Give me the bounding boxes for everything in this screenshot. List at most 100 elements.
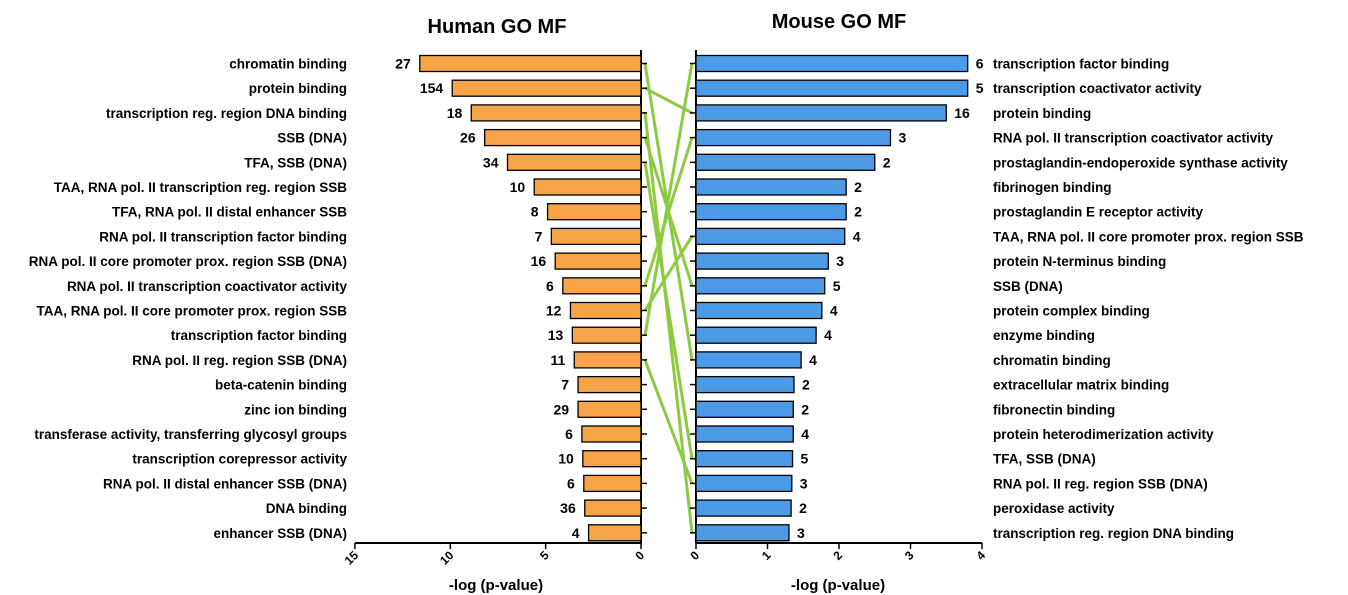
connector-lines [643, 63, 694, 533]
mouse-bar [695, 104, 947, 122]
mouse-category-label: SSB (DNA) [993, 279, 1063, 294]
mouse-bar [695, 524, 790, 542]
human-count-label: 10 [558, 451, 574, 467]
mouse-count-label: 4 [824, 327, 832, 343]
human-bar [583, 474, 642, 493]
mouse-category-label: protein heterodimerization activity [993, 427, 1214, 442]
mouse-bar [695, 79, 969, 97]
mouse-bar [695, 301, 823, 320]
human-count-label: 36 [560, 500, 576, 516]
human-category-label: DNA binding [266, 501, 347, 516]
human-bar [562, 277, 642, 295]
mouse-count-label: 5 [976, 80, 984, 96]
human-category-label: SSB (DNA) [277, 131, 347, 146]
mouse-category-label: RNA pol. II reg. region SSB (DNA) [993, 476, 1208, 491]
human-x-axis-label: -log (p-value) [449, 577, 543, 594]
human-x-tick-label: 5 [537, 548, 552, 563]
mouse-x-tick-label: 0 [687, 548, 702, 563]
mouse-category-label: protein binding [993, 106, 1091, 121]
mouse-category-label: protein complex binding [993, 304, 1150, 319]
human-count-label: 6 [546, 278, 554, 294]
human-category-label: transcription factor binding [171, 328, 347, 343]
mouse-category-label: fibrinogen binding [993, 180, 1111, 195]
human-bar [569, 301, 642, 320]
mouse-bar [695, 351, 802, 369]
connector-line [643, 162, 694, 459]
mouse-category-label: enzyme binding [993, 328, 1095, 343]
human-bar [550, 227, 642, 246]
mouse-count-label: 2 [883, 154, 891, 170]
mouse-x-tick-label: 4 [973, 548, 988, 563]
human-category-label: TFA, SSB (DNA) [244, 155, 347, 170]
human-count-label: 7 [561, 377, 569, 393]
mouse-bar [695, 499, 792, 517]
mouse-count-label: 2 [854, 179, 862, 195]
mouse-category-label: fibronectin binding [993, 402, 1115, 417]
mouse-count-label: 4 [809, 352, 817, 368]
human-bar [419, 54, 642, 73]
human-category-label: zinc ion binding [244, 402, 347, 417]
mouse-category-label: transcription factor binding [993, 57, 1169, 72]
mouse-category-label: TFA, SSB (DNA) [993, 452, 1096, 467]
human-category-label: RNA pol. II transcription factor binding [99, 229, 347, 244]
mouse-count-label: 6 [976, 56, 984, 72]
human-count-label: 12 [546, 303, 562, 319]
human-category-label: RNA pol. II core promoter prox. region S… [29, 254, 347, 269]
human-count-label: 8 [531, 204, 539, 220]
human-count-label: 29 [553, 401, 569, 417]
human-bar [571, 326, 642, 344]
mouse-x-tick-label: 3 [902, 548, 917, 563]
mouse-category-label: extracellular matrix binding [993, 378, 1169, 393]
human-bar [582, 450, 642, 468]
mouse-category-label: transcription coactivator activity [993, 81, 1202, 96]
human-bar [573, 351, 642, 369]
mouse-count-label: 3 [898, 130, 906, 146]
human-category-label: protein binding [249, 81, 347, 96]
human-count-label: 7 [535, 228, 543, 244]
connector-line [643, 63, 694, 336]
mouse-bar-chart: 6 transcription factor binding 5 transcript… [687, 50, 1304, 563]
human-category-label: transferase activity, transferring glyco… [34, 427, 347, 442]
mouse-count-label: 2 [801, 401, 809, 417]
mouse-bar [695, 474, 793, 493]
human-bar [577, 375, 642, 394]
human-category-label: TAA, RNA pol. II transcription reg. regi… [54, 180, 348, 195]
mouse-count-label: 2 [799, 500, 807, 516]
mouse-x-axis-label: -log (p-value) [791, 577, 885, 594]
mouse-count-label: 3 [800, 475, 808, 491]
human-count-label: 26 [460, 130, 476, 146]
connector-line [643, 137, 694, 287]
mouse-bar [695, 178, 847, 196]
mouse-bar [695, 375, 795, 394]
human-bar [546, 203, 642, 221]
mouse-bar [695, 425, 794, 443]
mouse-count-label: 4 [830, 303, 838, 319]
mouse-count-label: 4 [853, 228, 861, 244]
human-x-tick-label: 15 [342, 548, 362, 568]
mouse-category-label: prostaglandin E receptor activity [993, 205, 1204, 220]
mouse-category-label: chromatin binding [993, 353, 1111, 368]
mouse-count-label: 2 [854, 204, 862, 220]
human-category-label: transcription reg. region DNA binding [106, 106, 347, 121]
human-count-label: 11 [550, 352, 565, 368]
mouse-count-label: 4 [801, 426, 809, 442]
human-bar [483, 128, 642, 147]
mouse-bar [695, 400, 794, 418]
mouse-bar [695, 54, 969, 73]
human-bar [577, 400, 642, 418]
mouse-count-label: 3 [836, 253, 844, 269]
human-bar [533, 178, 642, 196]
mouse-bar [695, 153, 876, 171]
human-x-tick-label: 0 [632, 548, 647, 563]
human-count-label: 13 [548, 327, 564, 343]
mouse-x-tick-label: 2 [830, 548, 845, 563]
human-chart-title: Human GO MF [428, 16, 567, 38]
human-bar [451, 79, 642, 97]
human-count-label: 6 [567, 475, 575, 491]
mouse-count-label: 5 [801, 451, 809, 467]
human-count-label: 16 [531, 253, 547, 269]
human-count-label: 154 [420, 80, 444, 96]
mouse-bar [695, 128, 892, 147]
